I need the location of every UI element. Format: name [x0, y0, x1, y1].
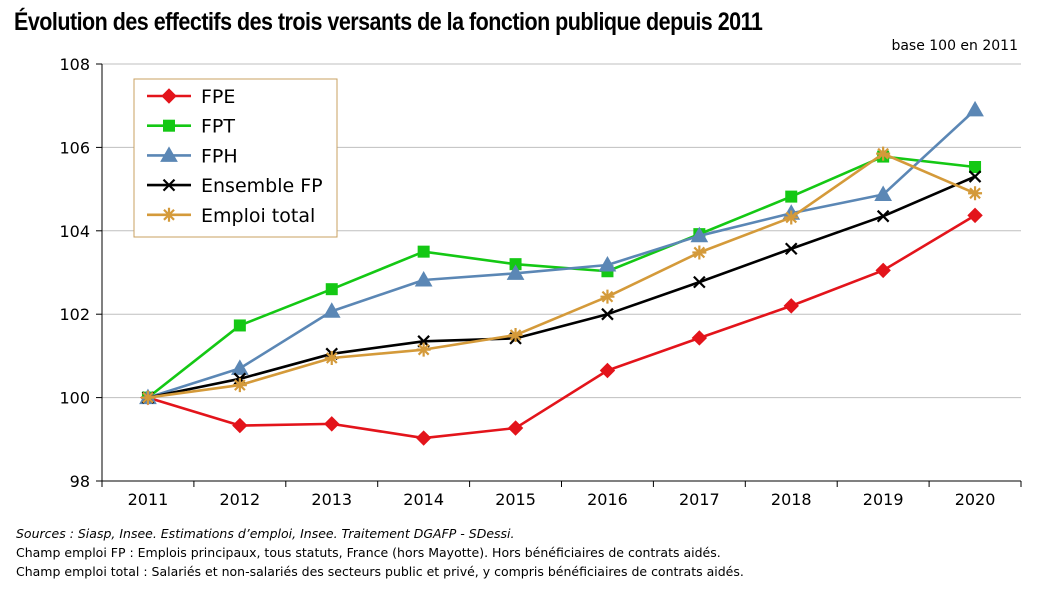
marker-square: [163, 119, 175, 132]
marker-diamond: [783, 298, 799, 314]
marker-triangle: [690, 226, 709, 243]
marker-diamond: [507, 420, 524, 436]
marker-asterisk: [162, 207, 176, 222]
marker-diamond: [161, 88, 177, 104]
footnotes: Sources : Siasp, Insee. Estimations d’em…: [16, 524, 744, 581]
series-line: [147, 152, 976, 399]
marker-asterisk: [876, 146, 891, 161]
marker-diamond: [232, 417, 248, 434]
marker-triangle: [414, 270, 433, 287]
series-lines: [139, 100, 984, 446]
y-tick-label: 98: [70, 472, 90, 491]
marker-asterisk: [600, 289, 615, 304]
marker-x: [784, 242, 798, 256]
y-tick-label: 102: [59, 305, 90, 324]
marker-diamond: [415, 430, 432, 446]
x-tick-label: 2016: [587, 490, 628, 509]
x-tick-label: 2011: [128, 490, 169, 509]
legend-item-fph: FPH: [147, 145, 238, 167]
scope-note-total: Champ emploi total : Salariés et non-sal…: [16, 564, 744, 579]
marker-triangle: [322, 302, 341, 318]
marker-asterisk: [784, 210, 799, 225]
marker-asterisk: [508, 328, 523, 343]
marker-asterisk: [968, 186, 983, 201]
y-tick-label: 108: [59, 55, 90, 74]
x-tick-label: 2019: [863, 490, 904, 509]
legend-item-ensemble-fp: Ensemble FP: [147, 175, 323, 197]
marker-triangle: [966, 100, 984, 117]
legend-item-fpe: FPE: [147, 86, 235, 108]
marker-triangle: [230, 359, 249, 375]
x-tick-label: 2015: [495, 490, 536, 509]
marker-x: [601, 307, 614, 321]
legend-label: Ensemble FP: [201, 175, 323, 197]
marker-square: [417, 245, 430, 258]
marker-triangle: [598, 255, 617, 272]
y-tick-label: 104: [59, 222, 90, 241]
x-tick-label: 2018: [771, 490, 812, 509]
marker-x: [693, 275, 706, 289]
x-tick-label: 2013: [311, 490, 352, 509]
marker-diamond: [875, 262, 891, 279]
axes: 98 100 102 104 106 108 2011 2012 2013 2014 2015 201…: [59, 55, 1022, 509]
x-tick-label: 2020: [955, 490, 996, 509]
scope-note-fp: Champ emploi FP : Emplois principaux, to…: [16, 545, 721, 560]
marker-asterisk: [692, 245, 707, 260]
x-tick-label: 2017: [679, 490, 720, 509]
legend-label: Emploi total: [201, 205, 315, 227]
marker-square: [785, 190, 798, 203]
series-line: [147, 214, 976, 440]
legend-label: FPH: [201, 145, 238, 167]
marker-square: [969, 160, 982, 173]
marker-square: [509, 258, 522, 271]
marker-x: [968, 170, 982, 183]
marker-diamond: [967, 207, 983, 224]
y-tick-label: 106: [59, 138, 90, 157]
x-tick-label: 2014: [403, 490, 444, 509]
marker-triangle: [160, 146, 178, 162]
x-tick-label: 2012: [219, 490, 260, 509]
marker-x: [162, 178, 176, 192]
legend-label: FPE: [201, 86, 235, 108]
series-line: [147, 108, 976, 399]
legend: FPE FPT FPH Ensemble FP Emploi total: [133, 78, 338, 238]
marker-diamond: [599, 362, 616, 379]
marker-diamond: [324, 416, 340, 432]
legend-item-emploi-total: Emploi total: [147, 205, 315, 227]
legend-item-fpt: FPT: [147, 116, 235, 138]
marker-asterisk: [232, 378, 247, 393]
chart-title: Évolution des effectifs des trois versan…: [14, 8, 763, 36]
marker-diamond: [691, 330, 708, 346]
marker-square: [233, 319, 246, 332]
marker-asterisk: [416, 342, 431, 357]
series-line: [147, 175, 976, 399]
series-line: [147, 155, 976, 399]
marker-triangle: [874, 185, 893, 202]
marker-asterisk: [324, 350, 339, 365]
marker-square: [325, 283, 338, 296]
sources-note: Sources : Siasp, Insee. Estimations d’em…: [16, 526, 515, 541]
base-note: base 100 en 2011: [891, 38, 1018, 54]
series-fpe: [140, 207, 983, 446]
legend-label: FPT: [201, 116, 235, 138]
y-tick-label: 100: [59, 389, 90, 408]
marker-x: [876, 209, 890, 223]
marker-asterisk: [140, 390, 155, 405]
series-emploi-total: [140, 146, 983, 405]
marker-triangle: [506, 264, 525, 280]
